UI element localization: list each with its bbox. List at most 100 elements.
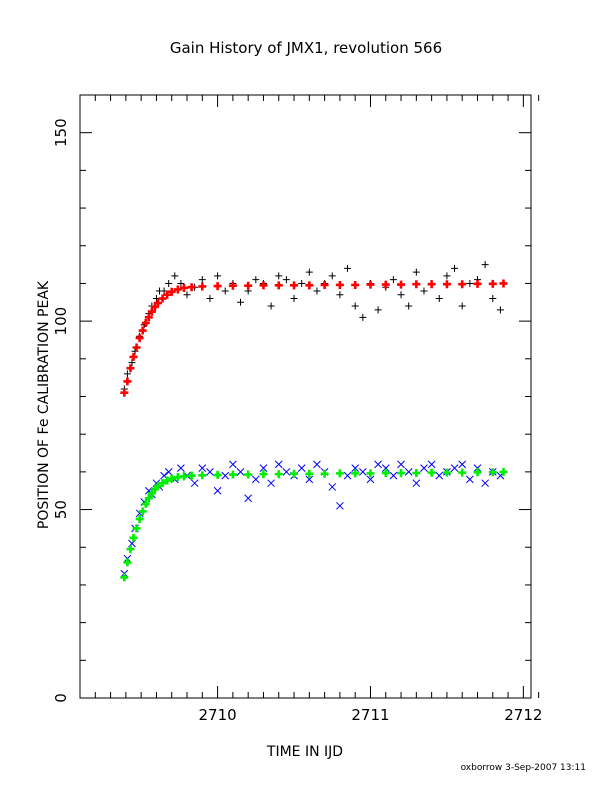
data-point [481,261,489,269]
data-point [138,326,147,335]
data-point [366,280,375,289]
x-tick-label: 2711 [351,706,389,724]
data-point [153,482,162,491]
footer-stamp: oxborrow 3-Sep-2007 13:11 [461,763,586,773]
data-point [435,295,443,303]
y-tick-label: 50 [52,500,70,519]
data-point [132,524,141,533]
data-point [244,470,253,479]
data-point [328,272,336,280]
data-point [206,468,214,476]
data-point [164,468,173,476]
data-point [335,469,344,478]
data-point [177,279,185,287]
data-point [198,464,207,472]
data-point [359,313,367,321]
data-point [228,281,237,290]
data-point [167,287,176,296]
data-point [138,507,147,516]
data-point [412,280,421,289]
data-point [381,469,390,478]
data-point [267,302,275,310]
data-point [135,514,144,523]
data-point [147,307,156,316]
data-point [458,280,467,289]
data-point [374,460,382,469]
data-point [229,460,237,469]
data-point [389,276,397,284]
data-point [153,299,162,308]
data-point [252,276,260,284]
data-point [499,467,508,476]
data-point [451,264,459,272]
data-point [344,264,352,272]
x-tick-label: 2710 [198,706,236,724]
data-point [165,279,173,287]
data-point [427,460,436,469]
y-axis-label: POSITION OF Fe CALIBRATION PEAK [36,280,52,529]
data-point [173,285,182,294]
data-point [158,479,167,488]
data-point [129,352,138,361]
data-point [366,475,375,484]
data-point [179,472,188,481]
data-point [129,533,138,542]
data-point [336,501,344,510]
data-point [120,388,129,397]
data-point [144,494,153,503]
data-point [187,283,196,292]
data-point [274,460,283,469]
data-point [442,468,451,477]
y-tick-label: 150 [52,118,70,147]
data-point [397,280,406,289]
data-point [126,545,135,554]
data-point [420,464,428,472]
data-point [389,471,398,480]
data-point [237,298,245,306]
data-point [275,272,283,280]
data-point [366,469,375,478]
data-point [123,377,132,386]
x-axis-label: TIME IN IJD [266,744,343,760]
data-point [141,499,150,508]
data-point [163,290,172,299]
data-point [123,370,131,378]
data-point [397,460,405,469]
data-point [427,280,436,289]
data-point [297,464,306,472]
data-point [251,475,260,484]
data-point [244,281,253,290]
data-point [320,280,329,289]
data-point [404,468,413,476]
data-point [244,494,253,503]
data-point [259,464,268,472]
data-point [458,302,466,310]
data-point [213,282,222,291]
data-point [141,319,150,328]
data-point [290,281,299,290]
data-point [351,469,360,478]
data-point [450,464,459,472]
data-point [305,475,314,484]
data-point [458,460,467,469]
data-point [128,359,136,367]
data-point [198,282,207,291]
data-point [177,464,185,472]
data-point [499,279,508,288]
data-point [135,334,144,343]
data-point [466,279,474,287]
data-point [358,468,367,476]
data-point [187,471,196,480]
data-point [167,474,176,483]
data-point [213,470,222,479]
data-point [221,471,230,480]
data-point [214,272,222,280]
y-axis: 0 50 100 150 [52,94,531,703]
data-point [282,276,290,284]
data-point [351,464,360,472]
data-point [132,343,141,352]
data-point [473,464,482,472]
data-point [313,460,321,469]
data-point [412,268,420,276]
